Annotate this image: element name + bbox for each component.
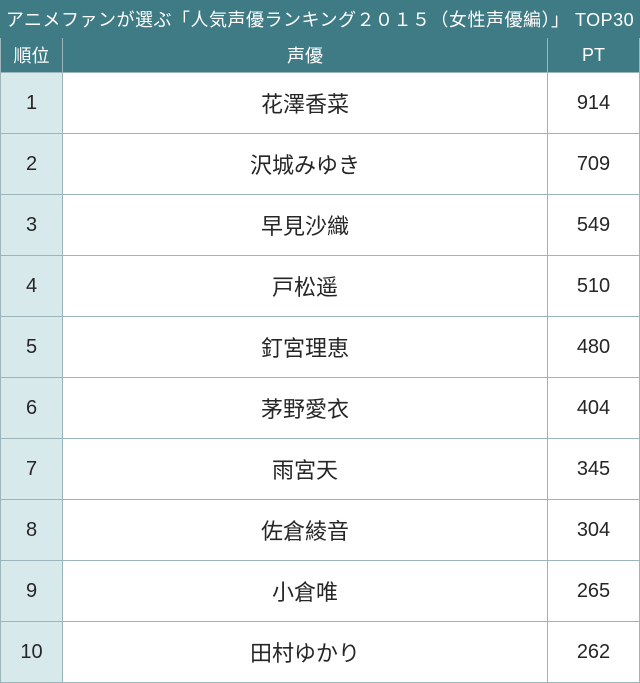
cell-pt: 914 [548,73,640,134]
table-row: 2沢城みゆき709 [1,134,640,195]
cell-name: 雨宮天 [63,439,548,500]
col-header-pt: PT [548,38,640,73]
cell-rank: 8 [1,500,63,561]
cell-name: 早見沙織 [63,195,548,256]
col-header-rank: 順位 [1,38,63,73]
cell-name: 花澤香菜 [63,73,548,134]
table-row: 6茅野愛衣404 [1,378,640,439]
cell-pt: 345 [548,439,640,500]
cell-name: 茅野愛衣 [63,378,548,439]
cell-rank: 3 [1,195,63,256]
cell-pt: 262 [548,622,640,683]
cell-rank: 6 [1,378,63,439]
cell-pt: 549 [548,195,640,256]
cell-pt: 510 [548,256,640,317]
table-row: 10田村ゆかり262 [1,622,640,683]
cell-pt: 480 [548,317,640,378]
cell-name: 佐倉綾音 [63,500,548,561]
col-header-name: 声優 [63,38,548,73]
ranking-table-container: アニメファンが選ぶ「人気声優ランキング２０１５（女性声優編）」 TOP30 順位… [0,0,640,683]
cell-name: 田村ゆかり [63,622,548,683]
cell-name: 沢城みゆき [63,134,548,195]
cell-rank: 9 [1,561,63,622]
table-row: 9小倉唯265 [1,561,640,622]
ranking-table: 順位 声優 PT 1花澤香菜9142沢城みゆき7093早見沙織5494戸松遥51… [0,38,640,683]
cell-pt: 265 [548,561,640,622]
cell-pt: 404 [548,378,640,439]
cell-rank: 1 [1,73,63,134]
cell-rank: 5 [1,317,63,378]
cell-pt: 304 [548,500,640,561]
table-header-row: 順位 声優 PT [1,38,640,73]
table-title: アニメファンが選ぶ「人気声優ランキング２０１５（女性声優編）」 TOP30 [0,0,640,38]
cell-rank: 2 [1,134,63,195]
table-row: 7雨宮天345 [1,439,640,500]
cell-rank: 7 [1,439,63,500]
table-row: 5釘宮理恵480 [1,317,640,378]
cell-rank: 4 [1,256,63,317]
cell-rank: 10 [1,622,63,683]
table-row: 3早見沙織549 [1,195,640,256]
table-row: 8佐倉綾音304 [1,500,640,561]
cell-name: 釘宮理恵 [63,317,548,378]
table-row: 1花澤香菜914 [1,73,640,134]
cell-name: 戸松遥 [63,256,548,317]
cell-pt: 709 [548,134,640,195]
cell-name: 小倉唯 [63,561,548,622]
table-row: 4戸松遥510 [1,256,640,317]
